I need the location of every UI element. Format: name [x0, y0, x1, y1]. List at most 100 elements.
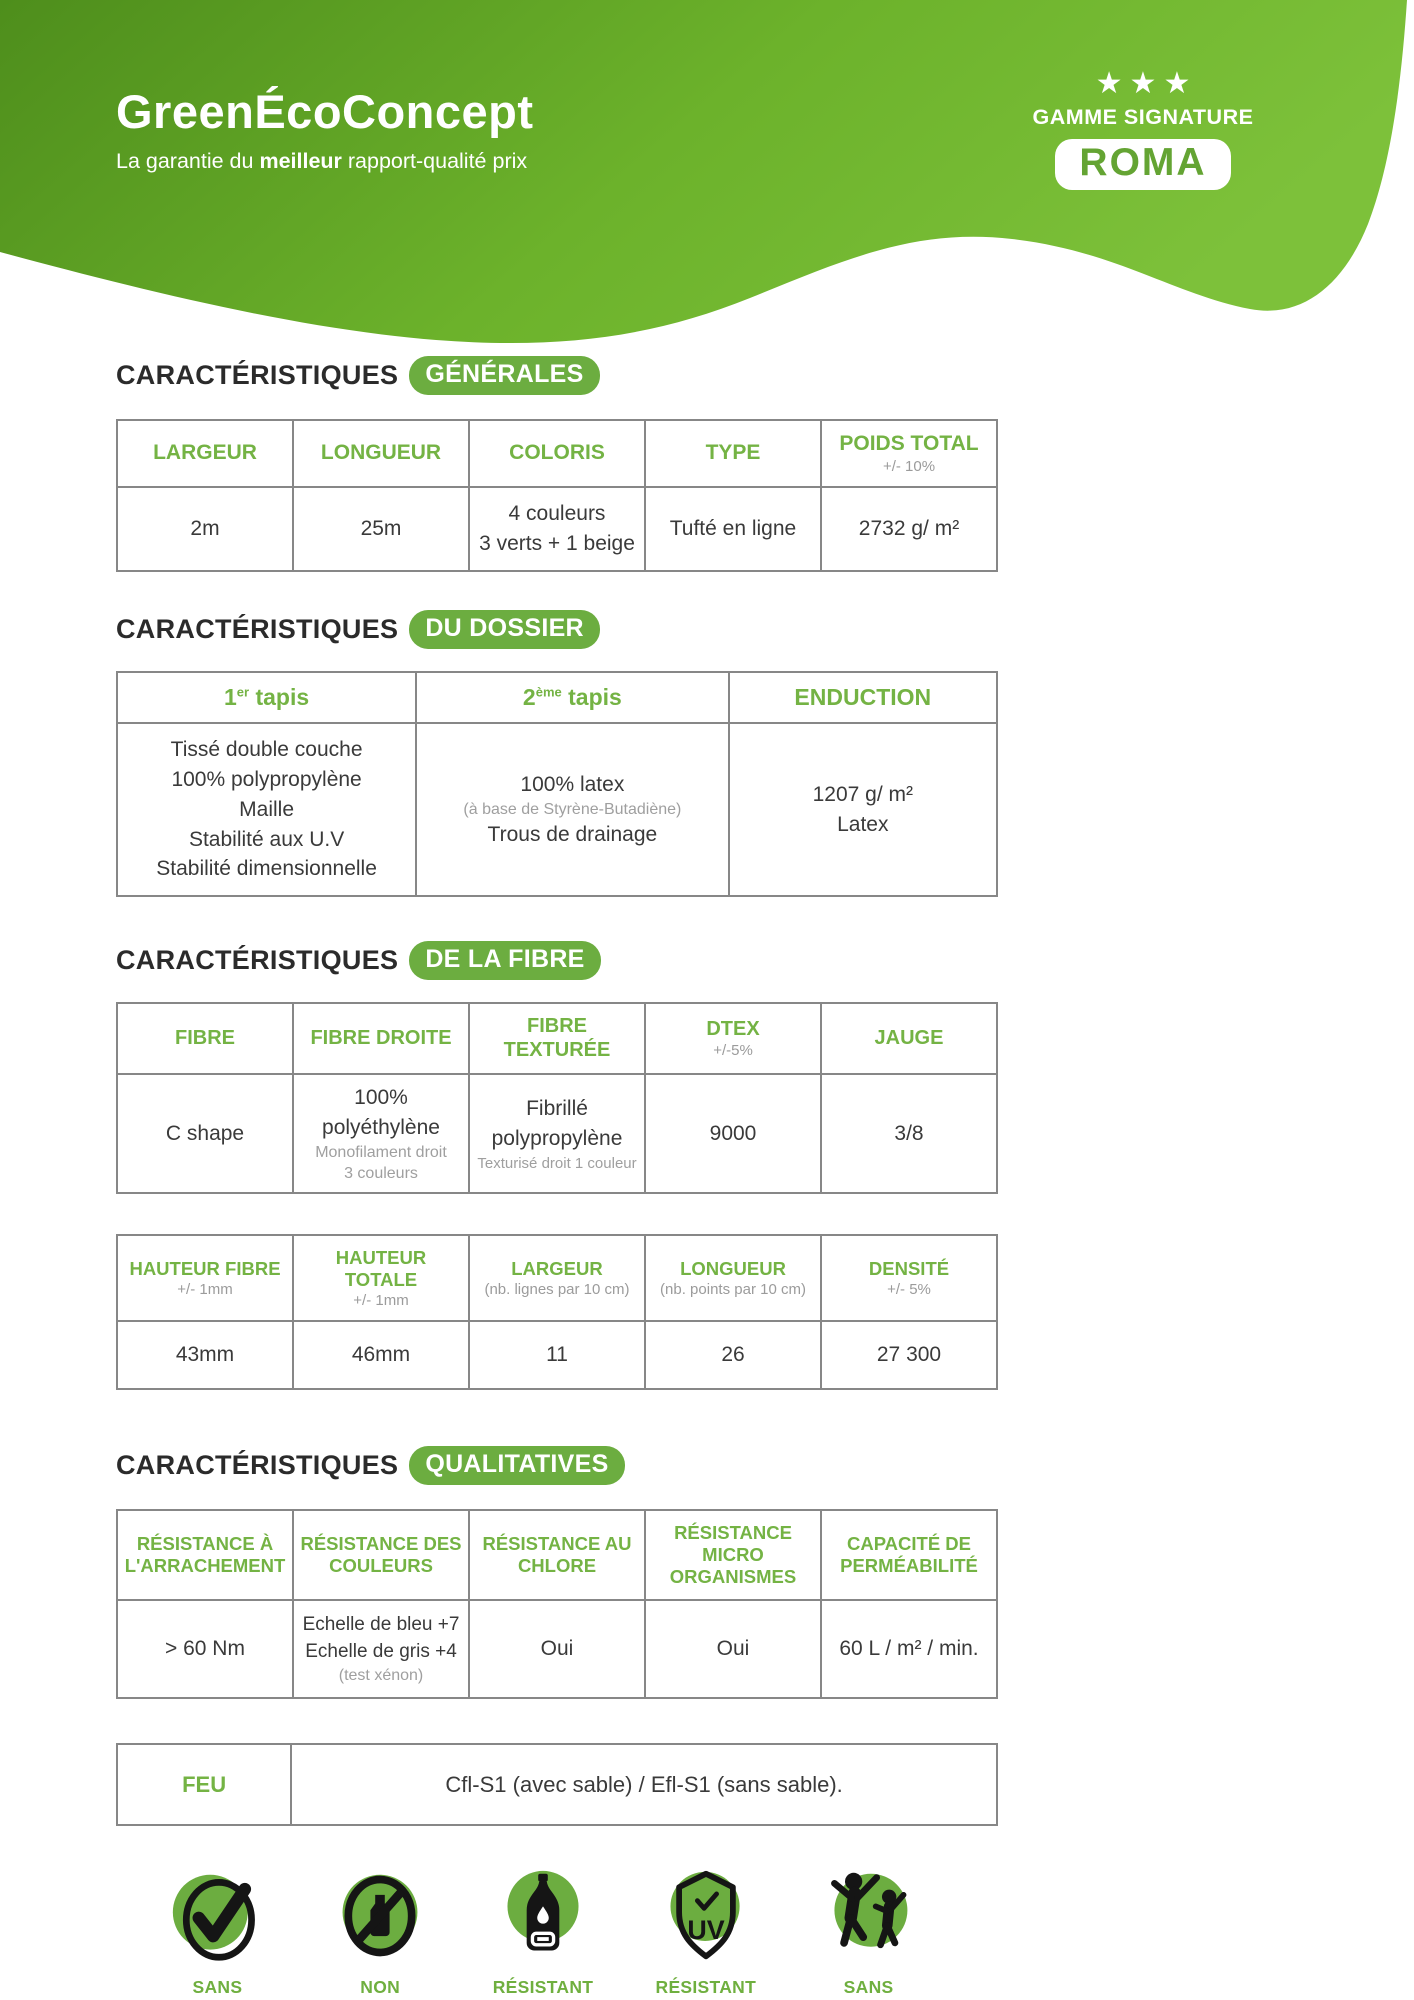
col-header-dtex: DTEX +/-5% — [644, 1002, 822, 1076]
badge-resistant-au-chlore: RÉSISTANT AU CHLORE — [462, 1866, 625, 2000]
col-header-densite: DENSITÉ +/- 5% — [820, 1234, 998, 1323]
section-title: CARACTÉRISTIQUES — [116, 360, 399, 390]
table-header-row: HAUTEUR FIBRE +/- 1mm HAUTEUR TOTALE +/- 1… — [116, 1234, 998, 1323]
cell-type: Tufté en ligne — [644, 486, 822, 573]
cell-resistance-arrachement: > 60 Nm — [116, 1598, 294, 1700]
header-label: LARGEUR — [511, 1257, 603, 1279]
col-header-deuxieme-tapis: 2ème tapis — [415, 671, 730, 725]
header-label: FIBRE — [175, 1027, 235, 1050]
tagline-suffix: rapport-qualité prix — [341, 149, 528, 173]
cell-subvalue: (à base de Styrène-Butadiène) — [463, 800, 682, 818]
header-label: COLORIS — [509, 441, 605, 465]
cell-deuxieme-tapis: 100% latex (à base de Styrène-Butadiène) T… — [415, 722, 730, 898]
cell-value: Cfl-S1 (avec sable) / Efl-S1 (sans sable… — [445, 1772, 843, 1798]
cell-value: C shape — [165, 1121, 245, 1145]
col-header-resistance-couleurs: RÉSISTANCE DES COULEURS — [292, 1509, 470, 1601]
three-stars-icon: ★★★ — [1095, 67, 1198, 100]
cell-premier-tapis: Tissé double couche 100% polypropylène M… — [115, 722, 418, 898]
section-pill: GÉNÉRALES — [409, 356, 600, 395]
table-row: FEU Cfl-S1 (avec sable) / Efl-S1 (sans s… — [115, 1743, 998, 1827]
col-header-fibre: FIBRE — [116, 1002, 294, 1076]
header-label: 1 — [224, 684, 237, 711]
brand-tagline: La garantie du meilleur rapport-qualité … — [116, 149, 534, 174]
cell-value: 4 couleurs 3 verts + 1 beige — [479, 502, 635, 556]
section-pill: DE LA FIBRE — [409, 941, 601, 981]
cell-value: 46mm — [351, 1343, 411, 1367]
cell-hauteur-fibre: 43mm — [116, 1320, 294, 1391]
header-label: RÉSISTANCE DES COULEURS — [300, 1533, 462, 1576]
header-tolerance: +/- 5% — [887, 1280, 931, 1298]
cell-value: 100% latex — [520, 772, 625, 796]
badge-label: RÉSISTANT AU CHLORE — [492, 1977, 594, 1998]
cell-value: Tissé double couche 100% polypropylène M… — [156, 738, 377, 881]
cell-value: 26 — [721, 1343, 745, 1367]
section-title: CARACTÉRISTIQUES — [116, 1450, 399, 1481]
table-feu: FEU Cfl-S1 (avec sable) / Efl-S1 (sans s… — [115, 1743, 998, 1827]
header-label: HAUTEUR TOTALE — [335, 1247, 427, 1290]
section-pill: QUALITATIVES — [409, 1446, 625, 1486]
header-unit: (nb. points par 10 cm) — [660, 1280, 806, 1298]
cell-resistance-chlore: Oui — [468, 1598, 646, 1700]
table-caracteristiques-generales: LARGEUR LONGUEUR COLORIS TYPE POIDS TOTA… — [116, 418, 998, 573]
header-label: ENDUCTION — [794, 684, 932, 711]
header-ordinal: er — [236, 684, 250, 700]
table-caracteristiques-fibre: FIBRE FIBRE DROITE FIBRE TEXTURÉE DTEX +/… — [116, 1002, 998, 1195]
table-value-row: C shape 100% polyéthylène Monofilament dr… — [116, 1073, 998, 1195]
header-label: LONGUEUR — [680, 1257, 786, 1279]
page-header: GreenÉcoConcept La garantie du meilleur … — [0, 0, 1414, 345]
section-heading-fibre: CARACTÉRISTIQUES DE LA FIBRE — [116, 941, 998, 981]
header-label: LONGUEUR — [320, 441, 442, 465]
col-header-hauteur-totale: HAUTEUR TOTALE +/- 1mm — [292, 1234, 470, 1323]
badge-sans-danger-pour-tous: SANS DANGER POUR TOUS NORME EN 71-3 — [787, 1866, 950, 2000]
header-ordinal: ème — [535, 684, 562, 700]
header-label: DENSITÉ — [868, 1257, 950, 1279]
cell-subvalue: Monofilament droit 3 couleurs — [315, 1144, 447, 1182]
header-wave-shape — [0, 0, 1407, 344]
cell-subvalue: Texturisé droit 1 couleur — [477, 1154, 637, 1172]
cell-value: 11 — [546, 1343, 568, 1367]
cell-dtex: 9000 — [644, 1073, 822, 1195]
table-value-row: Tissé double couche 100% polypropylène M… — [115, 722, 999, 898]
cell-hauteur-totale: 46mm — [292, 1320, 470, 1391]
cell-poids-total: 2732 g/ m² — [820, 486, 998, 573]
chlorine-bottle-icon — [507, 1871, 579, 1951]
cell-value: 2732 g/ m² — [858, 517, 960, 541]
header-label: tapis — [249, 684, 310, 711]
svg-text:UV: UV — [687, 1915, 724, 1945]
header-tolerance: +/- 10% — [882, 457, 936, 475]
col-header-type: TYPE — [644, 418, 822, 489]
range-label: GAMME SIGNATURE — [1032, 105, 1254, 129]
tagline-prefix: La garantie du — [116, 149, 260, 173]
badge-label: SANS MÉTAUX LOURDS — [192, 1977, 243, 1998]
cell-largeur-lignes: 11 — [468, 1320, 646, 1391]
table-dimensions-fibre: HAUTEUR FIBRE +/- 1mm HAUTEUR TOTALE +/- 1… — [116, 1234, 998, 1391]
uv-shield-icon: UV — [670, 1871, 740, 1960]
col-header-resistance-arrachement: RÉSISTANCE À L'ARRACHEMENT — [116, 1509, 294, 1601]
table-header-row: FIBRE FIBRE DROITE FIBRE TEXTURÉE DTEX +/… — [116, 1002, 998, 1076]
header-label: POIDS TOTAL — [839, 432, 979, 455]
cell-fibre: C shape — [116, 1073, 294, 1195]
cell-fibre-droite: 100% polyéthylène Monofilament droit 3 co… — [292, 1073, 470, 1195]
col-header-longueur-points: LONGUEUR (nb. points par 10 cm) — [644, 1234, 822, 1323]
no-toxic-bottle-icon — [342, 1875, 418, 1957]
spec-sheet-content: CARACTÉRISTIQUES GÉNÉRALES LARGEUR LONGU… — [115, 0, 999, 2000]
cell-value: Tufté en ligne — [669, 517, 797, 541]
cell-capacite-permeabilite: 60 L / m² / min. — [820, 1598, 998, 1700]
brand-block: GreenÉcoConcept La garantie du meilleur … — [116, 84, 534, 174]
header-label: 2 — [522, 684, 536, 711]
badge-non-toxique: NON TOXIQUE — [299, 1866, 462, 2000]
col-header-resistance-chlore: RÉSISTANCE AU CHLORE — [468, 1509, 646, 1601]
table-header-row: RÉSISTANCE À L'ARRACHEMENT RÉSISTANCE DE… — [116, 1509, 998, 1601]
cell-subvalue: (test xénon) — [338, 1666, 424, 1684]
cell-value: 27 300 — [876, 1343, 942, 1367]
cell-jauge: 3/8 — [820, 1073, 998, 1195]
col-header-largeur: LARGEUR — [116, 418, 294, 489]
cell-value: 60 L / m² / min. — [839, 1636, 979, 1660]
cell-resistance-couleurs: Echelle de bleu +7 Echelle de gris +4 (te… — [292, 1598, 470, 1700]
col-header-largeur-lignes: LARGEUR (nb. lignes par 10 cm) — [468, 1234, 646, 1323]
badge-label: RÉSISTANT AUX UV — [655, 1977, 757, 1998]
cell-longueur-points: 26 — [644, 1320, 822, 1391]
cell-largeur: 2m — [116, 486, 294, 573]
section-heading-qualitatives: CARACTÉRISTIQUES QUALITATIVES — [116, 1446, 998, 1486]
cell-coloris: 4 couleurs 3 verts + 1 beige — [468, 486, 646, 573]
